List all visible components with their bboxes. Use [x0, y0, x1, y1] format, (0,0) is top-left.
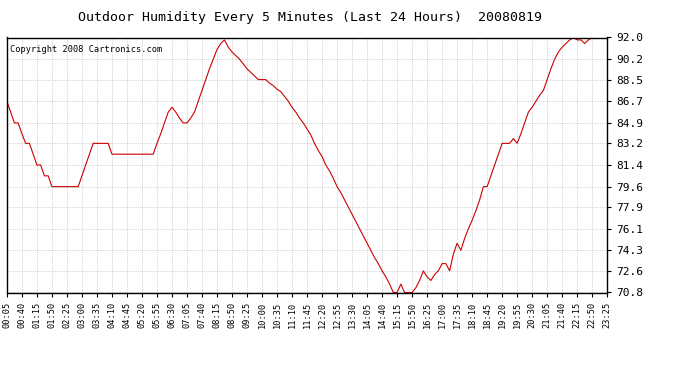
Text: Copyright 2008 Cartronics.com: Copyright 2008 Cartronics.com: [10, 45, 162, 54]
Text: Outdoor Humidity Every 5 Minutes (Last 24 Hours)  20080819: Outdoor Humidity Every 5 Minutes (Last 2…: [79, 11, 542, 24]
